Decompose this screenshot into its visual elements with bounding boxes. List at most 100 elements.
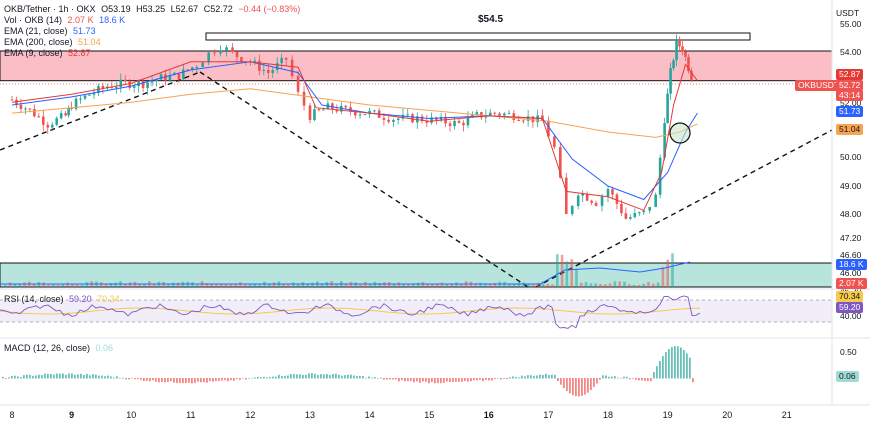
candle-body	[620, 203, 623, 214]
tag-symbol[interactable]: OKBUSDT	[795, 80, 843, 91]
legend-rsi[interactable]: RSI (14, close) 59.20 70.34	[4, 294, 123, 304]
ema200-line	[11, 88, 698, 138]
macd-bar	[275, 376, 277, 379]
macd-bar	[146, 378, 148, 381]
volume-bar	[210, 283, 213, 287]
macd-bar	[107, 375, 109, 379]
macd-bar	[575, 378, 577, 397]
macd-bar	[14, 375, 16, 379]
legend-vol[interactable]: Vol · OKB (14) 2.07 K 18.6 K	[4, 15, 128, 25]
volume-bar	[368, 284, 372, 287]
macd-bar	[488, 378, 490, 381]
macd-bar	[407, 378, 409, 381]
volume-bar	[287, 284, 290, 287]
macd-bar	[32, 375, 34, 379]
macd-bar	[581, 378, 583, 396]
macd-bar	[557, 378, 559, 382]
candle-body	[484, 115, 488, 118]
annotation-box	[205, 32, 751, 41]
macd-bar	[464, 378, 466, 381]
macd-bar	[395, 378, 397, 380]
macd-bar	[152, 378, 154, 381]
legend-high: H53.25	[136, 4, 166, 14]
candle-body	[64, 113, 67, 116]
candle-body	[648, 206, 652, 211]
volume-bar	[551, 284, 554, 287]
macd-bar	[338, 374, 340, 379]
candle-body	[430, 117, 433, 123]
candle-body	[606, 189, 610, 197]
macd-bar	[173, 378, 175, 383]
candle-body	[159, 74, 163, 80]
legend-change: −0.44 (−0.83%)	[238, 4, 301, 14]
macd-bar	[341, 375, 343, 379]
macd-bar	[623, 376, 625, 379]
macd-bar	[38, 374, 40, 379]
candle-body	[55, 118, 58, 125]
candle-body	[92, 93, 96, 95]
tag-vol: 2.07 K	[836, 278, 867, 289]
macd-bar	[416, 378, 418, 382]
candle-body	[475, 112, 479, 115]
legend-ema200[interactable]: EMA (200, close) 51.04	[4, 37, 104, 47]
volume-bar	[392, 284, 396, 287]
candle-body	[629, 217, 632, 219]
volume-bar	[124, 284, 127, 287]
x-tick-label: 13	[305, 410, 315, 420]
x-tick-label: 16	[484, 410, 494, 420]
candle-body	[225, 47, 228, 51]
volume-bar	[229, 283, 233, 287]
downtrend-line	[199, 71, 529, 288]
macd-bar	[605, 375, 607, 379]
volume-bar	[344, 283, 348, 287]
macd-bar	[410, 378, 412, 381]
macd-bar	[350, 374, 352, 379]
candle-body	[79, 98, 82, 100]
macd-bar	[572, 378, 574, 396]
candle-body	[219, 50, 222, 54]
macd-bar	[569, 378, 571, 394]
macd-bar	[110, 376, 112, 379]
volume-bar	[474, 283, 477, 287]
volume-bar	[100, 282, 103, 287]
candle-body	[146, 82, 149, 89]
macd-bar	[260, 377, 262, 379]
volume-bar	[8, 282, 12, 287]
candle-body	[275, 63, 279, 71]
candle-body	[654, 194, 657, 207]
volume-bar	[23, 282, 26, 287]
macd-bar	[494, 378, 496, 379]
volume-bar	[268, 283, 271, 287]
legend-macd[interactable]: MACD (12, 26, close) 0.06	[4, 343, 116, 353]
macd-bar	[236, 378, 238, 380]
candle-body	[382, 117, 386, 120]
volume-bar	[436, 283, 439, 287]
macd-bar	[671, 347, 673, 379]
candle-body	[642, 210, 646, 213]
macd-bar	[233, 378, 235, 381]
volume-bar	[234, 283, 237, 287]
volume-bar	[306, 283, 309, 287]
legend-ema9[interactable]: EMA (9, close) 52.87	[4, 48, 94, 58]
x-tick-label: 10	[126, 410, 136, 420]
macd-bar	[209, 378, 211, 382]
candle-body	[19, 104, 23, 109]
candle-body	[168, 75, 172, 81]
volume-bar	[594, 283, 597, 287]
macd-bar	[131, 377, 133, 379]
volume-bar	[407, 284, 410, 287]
candle-body	[182, 69, 185, 80]
volume-bar	[172, 282, 175, 287]
candle-body	[453, 120, 456, 127]
macd-bar	[98, 375, 100, 379]
macd-group	[2, 346, 694, 397]
macd-bar	[308, 373, 310, 379]
volume-bar	[176, 282, 180, 287]
legend-ema21[interactable]: EMA (21, close) 51.73	[4, 26, 99, 36]
macd-bar	[194, 378, 196, 384]
y-tick-label: 52.00	[840, 98, 862, 108]
macd-bar	[284, 375, 286, 379]
macd-bar	[617, 377, 619, 379]
